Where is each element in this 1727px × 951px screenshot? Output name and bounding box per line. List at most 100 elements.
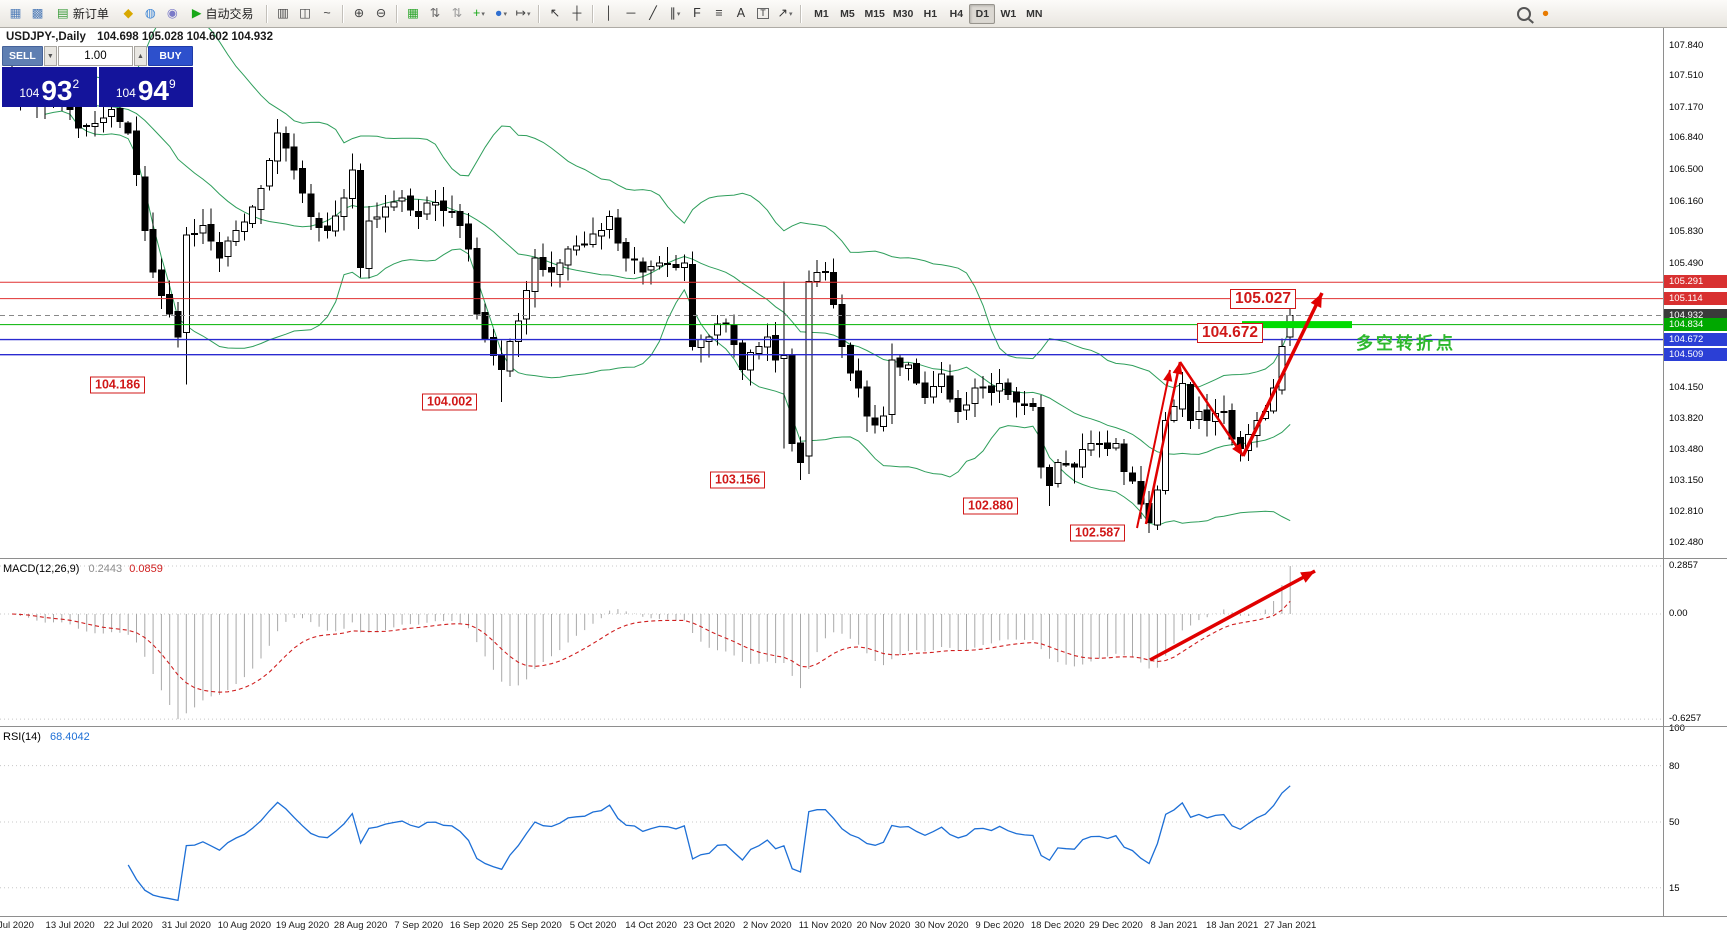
rsi-scale-label: 100: [1669, 723, 1685, 734]
text-icon[interactable]: A: [730, 3, 751, 25]
one-click-trading-panel: SELL ▼ ▲ BUY 104 93 2 104 94 9: [2, 46, 193, 107]
candlestick-icon-glyph: ◫: [299, 6, 311, 21]
toolbar-group: ⊕ ⊖: [348, 3, 391, 25]
zoom-in-icon[interactable]: ⊕: [348, 3, 369, 25]
market-watch-icon[interactable]: ◍: [140, 3, 161, 25]
rsi-scale-label: 80: [1669, 760, 1680, 772]
macd-main-value: 0.2443: [88, 563, 123, 575]
toolbar-group: ▥ ◫ ~: [272, 3, 337, 25]
trendline-icon[interactable]: ╱: [642, 3, 663, 25]
bar-chart-icon[interactable]: ▥: [272, 3, 293, 25]
timeframe-m5[interactable]: M5: [834, 4, 860, 24]
candlestick-icon[interactable]: ◫: [294, 3, 315, 25]
timeframe-mn[interactable]: MN: [1021, 4, 1047, 24]
price-tick-label: 106.840: [1669, 132, 1704, 144]
timeframe-h4[interactable]: H4: [943, 4, 969, 24]
crosshair-icon[interactable]: ┼: [566, 3, 587, 25]
toolbar: ▦ ▩ ▤ 新订单 ◆ ◍ ◉ ▶ 自动交易 ▥ ◫ ~ ⊕ ⊖ ▦ ⇅ ⇅ + ▾ ● ▾ ↦ ▾ ↖ ┼ │ ─ ╱ ∥ ▾ F ≡ A T ↗…: [0, 0, 1727, 28]
templates-icon-glyph: ●: [494, 6, 503, 21]
toolbar-separator: [342, 4, 344, 23]
pane-separator-macd[interactable]: [0, 558, 1727, 559]
buy-price-box[interactable]: 104 94 9: [98, 67, 193, 107]
cursor-icon-glyph: ↖: [549, 6, 561, 21]
text-label-icon[interactable]: T: [752, 3, 773, 25]
sell-price-box[interactable]: 104 93 2: [2, 67, 97, 107]
cursor-icon[interactable]: ↖: [544, 3, 565, 25]
search-icon[interactable]: [1513, 3, 1534, 25]
timeframe-m15[interactable]: M15: [860, 4, 888, 24]
trend-arrows: [1136, 292, 1324, 662]
new-order-button-label: 新订单: [72, 7, 109, 21]
new-chart-icon[interactable]: ▦: [5, 3, 26, 25]
date-tick-label: 5 Oct 2020: [569, 920, 617, 931]
toolbar-separator: [592, 4, 594, 23]
date-tick-label: 10 Aug 2020: [217, 920, 272, 931]
metaeditor-icon[interactable]: ◆: [118, 3, 139, 25]
vertical-line-icon-glyph: │: [605, 6, 613, 21]
toolbar-group: ▦ ▩: [5, 3, 48, 25]
chart-shift-icon[interactable]: ↦ ▾: [512, 3, 533, 25]
line-chart-icon[interactable]: ~: [316, 3, 337, 25]
dropdown-arrow-icon: ▾: [676, 10, 681, 18]
date-tick-label: 16 Sep 2020: [449, 920, 504, 931]
macd-scale-label: 0.2857: [1669, 560, 1699, 571]
arrows-tool-icon[interactable]: ↗ ▾: [774, 3, 795, 25]
tile-windows-icon[interactable]: ▦: [402, 3, 423, 25]
macd-scale-label: 0.00: [1669, 608, 1688, 619]
auto-arrange-icon[interactable]: ⇅: [424, 3, 445, 25]
date-tick-label: 11 Nov 2020: [798, 920, 852, 931]
channel-icon[interactable]: ∥ ▾: [664, 3, 685, 25]
fibonacci-icon-glyph: F: [693, 6, 701, 21]
volume-up-button[interactable]: ▲: [134, 46, 147, 66]
macd-indicator-label: MACD(12,26,9) 0.2443 0.0859: [3, 563, 163, 575]
buy-price-sup: 9: [169, 77, 176, 91]
notification-icon[interactable]: ●: [1535, 3, 1556, 25]
add-indicator-icon[interactable]: + ▾: [468, 3, 489, 25]
price-line-marker: 104.834: [1664, 317, 1727, 331]
market-watch-icon-glyph: ◍: [144, 6, 156, 21]
templates-icon[interactable]: ● ▾: [490, 3, 511, 25]
navigator-icon[interactable]: ◉: [162, 3, 183, 25]
autotrading-button[interactable]: ▶ 自动交易: [184, 3, 262, 25]
fibonacci-icon[interactable]: F: [686, 3, 707, 25]
rsi-name: RSI(14): [3, 731, 41, 743]
dropdown-arrow-icon: ▾: [503, 10, 507, 18]
cycle-lines-icon[interactable]: ≡: [708, 3, 729, 25]
price-scale[interactable]: 107.840 107.510 107.170 106.840 106.500 106.1…: [1663, 28, 1727, 916]
cascade-windows-icon[interactable]: ⇅: [446, 3, 467, 25]
dropdown-arrow-icon: ▾: [481, 10, 485, 18]
toolbar-group: ◆ ◍ ◉: [118, 3, 183, 25]
vertical-line-icon[interactable]: │: [598, 3, 619, 25]
sell-price-sup: 2: [72, 77, 80, 91]
zoom-out-icon[interactable]: ⊖: [370, 3, 391, 25]
horizontal-line-icon[interactable]: ─: [620, 3, 641, 25]
pane-separator-rsi[interactable]: [0, 726, 1727, 727]
date-tick-label: 13 Jul 2020: [45, 920, 95, 931]
macd-pane: [0, 565, 1663, 720]
price-tick-label: 106.160: [1669, 195, 1704, 207]
timeframe-m1[interactable]: M1: [808, 4, 834, 24]
trendline-icon-glyph: ╱: [649, 6, 657, 21]
timeframe-d1[interactable]: D1: [969, 3, 996, 24]
timeframe-w1[interactable]: W1: [995, 4, 1021, 24]
order-entry-row: SELL ▼ ▲ BUY: [2, 46, 193, 66]
timeframe-m30[interactable]: M30: [889, 4, 917, 24]
volume-down-button[interactable]: ▼: [43, 46, 57, 66]
timeframe-h1[interactable]: H1: [917, 4, 943, 24]
cascade-windows-icon-glyph: ⇅: [451, 6, 463, 21]
price-annotation: 104.672: [1197, 322, 1264, 343]
buy-button[interactable]: BUY: [148, 46, 193, 66]
price-tick-label: 103.820: [1669, 412, 1704, 424]
arrows-tool-icon-glyph: ↗: [777, 6, 788, 21]
volume-input[interactable]: [57, 46, 133, 66]
auto-arrange-icon-glyph: ⇅: [429, 6, 441, 21]
date-tick-label: 31 Jul 2020: [161, 920, 211, 931]
toolbar-separator: [538, 4, 540, 23]
new-order-button[interactable]: ▤ 新订单: [49, 3, 117, 25]
toolbar-separator: [266, 4, 268, 23]
profiles-icon[interactable]: ▩: [27, 3, 48, 25]
price-tick-label: 107.840: [1669, 39, 1704, 51]
sell-button[interactable]: SELL: [2, 46, 43, 66]
